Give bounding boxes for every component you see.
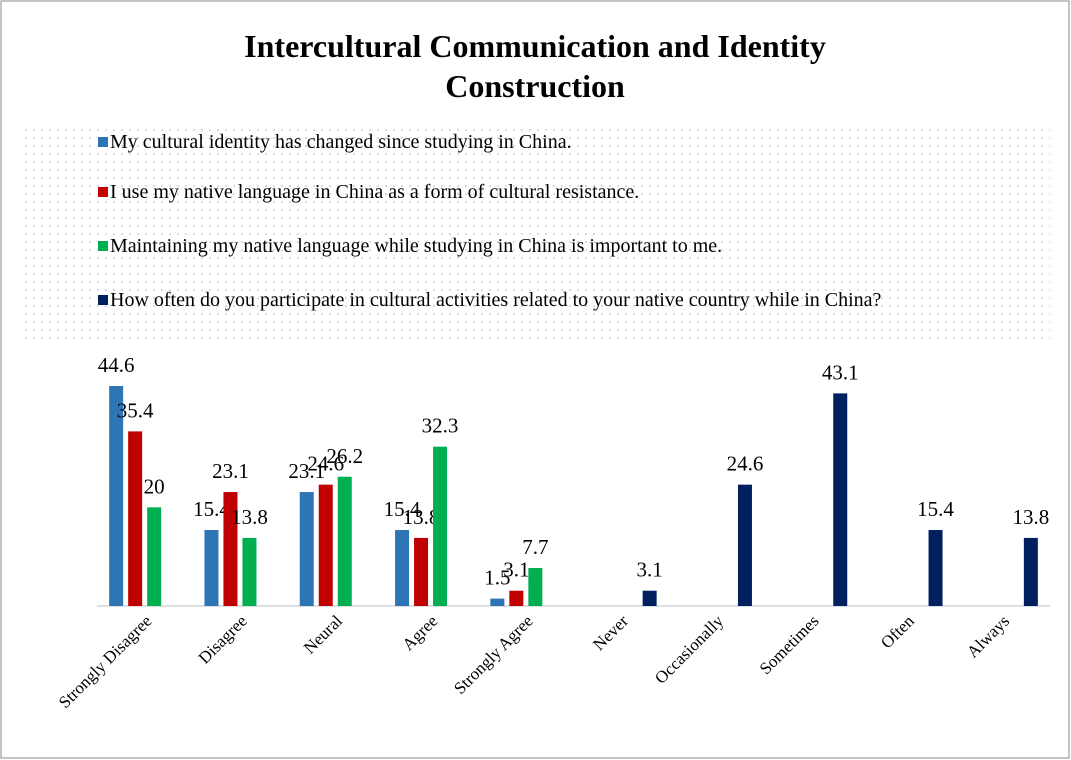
value-label: 3.1 bbox=[637, 558, 663, 582]
bar bbox=[204, 530, 219, 606]
bar bbox=[109, 386, 124, 606]
legend-label: How often do you participate in cultural… bbox=[110, 289, 882, 311]
bar bbox=[395, 530, 410, 606]
value-label: 15.4 bbox=[917, 497, 954, 521]
value-label: 43.1 bbox=[822, 360, 859, 384]
bar bbox=[642, 590, 657, 606]
legend-label: I use my native language in China as a f… bbox=[110, 181, 640, 203]
value-label: 44.6 bbox=[98, 353, 135, 377]
legend-swatch bbox=[98, 241, 108, 251]
legend-item: Maintaining my native language while stu… bbox=[110, 235, 723, 257]
legend-item: I use my native language in China as a f… bbox=[110, 181, 640, 203]
bar bbox=[147, 507, 162, 606]
bar bbox=[833, 393, 848, 606]
bar bbox=[128, 431, 143, 606]
bar bbox=[928, 530, 943, 606]
legend-swatch bbox=[98, 187, 108, 197]
legend-item: How often do you participate in cultural… bbox=[110, 289, 882, 311]
bar bbox=[509, 590, 524, 606]
value-label: 1.5 bbox=[484, 566, 510, 590]
legend-swatch bbox=[98, 137, 108, 147]
value-label: 32.3 bbox=[422, 414, 459, 438]
legend-label: My cultural identity has changed since s… bbox=[110, 131, 572, 153]
bar bbox=[414, 537, 429, 606]
value-label: 13.8 bbox=[1012, 505, 1049, 529]
value-label: 23.1 bbox=[212, 459, 249, 483]
value-label: 7.7 bbox=[522, 535, 548, 559]
bar bbox=[299, 492, 314, 606]
value-label: 13.8 bbox=[231, 505, 268, 529]
bar bbox=[318, 484, 333, 606]
value-label: 15.4 bbox=[384, 497, 421, 521]
value-label: 24.6 bbox=[307, 452, 344, 476]
bar bbox=[1023, 537, 1038, 606]
legend-item: My cultural identity has changed since s… bbox=[110, 131, 572, 153]
value-label: 23.1 bbox=[288, 459, 325, 483]
value-label: 20 bbox=[144, 474, 165, 498]
bar bbox=[433, 446, 448, 606]
bar bbox=[490, 598, 505, 606]
bar bbox=[242, 537, 257, 606]
value-label: 35.4 bbox=[117, 398, 154, 422]
bar bbox=[337, 476, 352, 606]
bar bbox=[223, 492, 238, 606]
bar bbox=[737, 484, 752, 606]
chart-title: Intercultural Communication and Identity… bbox=[244, 28, 826, 104]
value-label: 24.6 bbox=[727, 452, 764, 476]
value-label: 26.2 bbox=[326, 444, 363, 468]
bar bbox=[528, 568, 543, 606]
legend-label: Maintaining my native language while stu… bbox=[110, 235, 723, 257]
value-label: 3.1 bbox=[503, 558, 529, 582]
legend-background bbox=[20, 125, 1050, 345]
legend-swatch bbox=[98, 295, 108, 305]
